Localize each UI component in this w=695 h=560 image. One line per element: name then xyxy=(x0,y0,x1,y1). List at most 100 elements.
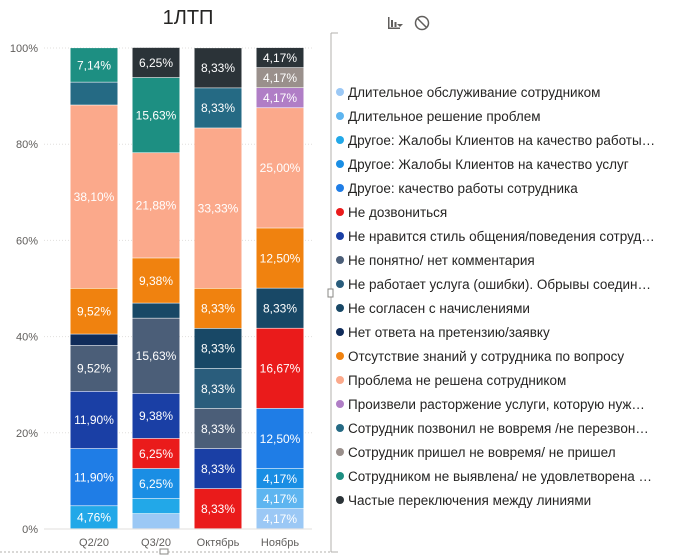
data-label: 4,17% xyxy=(263,512,297,526)
legend-label: Не согласен с начислениями xyxy=(348,301,530,316)
bar-segment[interactable] xyxy=(132,513,180,529)
bar-segment[interactable] xyxy=(256,468,304,489)
bar-segment[interactable] xyxy=(132,438,180,469)
legend-item[interactable]: Длительное решение проблем xyxy=(336,109,541,124)
legend-item[interactable]: Другое: Жалобы Клиентов на качество рабо… xyxy=(336,133,655,148)
legend-label: Другое: качество работы сотрудника xyxy=(348,181,578,196)
x-category-label: Q2/20 xyxy=(79,537,109,549)
legend-item[interactable]: Сотрудник позвонил не вовремя /не перезв… xyxy=(336,421,649,436)
data-label: 38,10% xyxy=(74,190,115,204)
drill-icon[interactable] xyxy=(388,17,403,29)
legend-item[interactable]: Не понятно/ нет комментария xyxy=(336,253,535,268)
data-label: 15,63% xyxy=(136,108,177,122)
legend-marker xyxy=(336,208,344,216)
data-label: 8,33% xyxy=(201,342,235,356)
bar-segment[interactable] xyxy=(132,303,180,318)
bar-segment[interactable] xyxy=(256,288,304,328)
data-label: 8,33% xyxy=(201,302,235,316)
bar-segment[interactable] xyxy=(256,88,304,108)
legend-label: Сотрудник пришел не вовремя/ не пришел xyxy=(348,445,616,460)
bar-segment[interactable] xyxy=(194,88,242,128)
bar-segment[interactable] xyxy=(70,506,118,529)
bar-segment[interactable] xyxy=(70,345,118,392)
bar-segment[interactable] xyxy=(132,318,180,394)
bar-segment[interactable] xyxy=(70,288,118,334)
legend-item[interactable]: Не согласен с начислениями xyxy=(336,301,530,316)
bar-segment[interactable] xyxy=(132,393,180,439)
legend-item[interactable]: Отсутствие знаний у сотрудника по вопрос… xyxy=(336,349,624,364)
data-label: 6,25% xyxy=(139,56,173,70)
resize-handle-bottom[interactable] xyxy=(159,548,169,555)
bar-segment[interactable] xyxy=(256,508,304,529)
legend-item[interactable]: Не нравится стиль общения/поведения сотр… xyxy=(336,229,655,244)
legend-item[interactable]: Произвели расторжение услуги, которую ну… xyxy=(336,397,645,412)
data-label: 12,50% xyxy=(260,432,301,446)
legend-marker xyxy=(336,256,344,264)
bar-segment[interactable] xyxy=(194,328,242,369)
bar-segment[interactable] xyxy=(132,498,180,514)
legend-marker xyxy=(336,400,344,408)
legend-label: Нет ответа на претензию/заявку xyxy=(348,325,550,340)
x-category-label: Q3/20 xyxy=(141,537,171,549)
bar-segment[interactable] xyxy=(132,153,180,258)
legend-item[interactable]: Частые переключения между линиями xyxy=(336,493,591,508)
data-label: 7,14% xyxy=(77,58,111,72)
bar-segment[interactable] xyxy=(256,67,304,88)
data-label: 8,33% xyxy=(201,502,235,516)
data-label: 9,52% xyxy=(77,362,111,376)
bar-segment[interactable] xyxy=(194,448,242,489)
bar-segment[interactable] xyxy=(194,368,242,409)
no-entry-icon[interactable] xyxy=(414,15,430,31)
bar-segment[interactable] xyxy=(256,328,304,409)
legend-item[interactable]: Сотрудником не выявлена/ не удовлетворен… xyxy=(336,469,652,484)
legend-label: Отсутствие знаний у сотрудника по вопрос… xyxy=(348,349,624,364)
bar-segment[interactable] xyxy=(132,47,180,78)
legend-item[interactable]: Проблема не решена сотрудником xyxy=(336,373,566,388)
data-label: 33,33% xyxy=(198,201,239,215)
legend-marker xyxy=(336,232,344,240)
bar-segment[interactable] xyxy=(194,48,242,88)
legend-item[interactable]: Не дозвониться xyxy=(336,205,447,220)
legend-item[interactable]: Сотрудник пришел не вовремя/ не пришел xyxy=(336,445,616,460)
legend-marker xyxy=(336,112,344,120)
bar-segment[interactable] xyxy=(70,448,118,506)
bar-segment[interactable] xyxy=(194,128,242,288)
bar-segment[interactable] xyxy=(70,105,118,288)
data-label: 4,17% xyxy=(263,71,297,85)
bar-segment[interactable] xyxy=(256,488,304,509)
legend-label: Сотрудником не выявлена/ не удовлетворен… xyxy=(348,469,652,484)
bar-segment[interactable] xyxy=(256,108,304,228)
bar-segment[interactable] xyxy=(70,334,118,346)
legend-item[interactable]: Другое: качество работы сотрудника xyxy=(336,181,578,196)
bar-segment[interactable] xyxy=(194,408,242,449)
bar-segment[interactable] xyxy=(256,47,304,68)
data-label: 8,33% xyxy=(201,422,235,436)
bar-segment[interactable] xyxy=(132,77,180,153)
legend-marker xyxy=(336,496,344,504)
legend-item[interactable]: Нет ответа на претензию/заявку xyxy=(336,325,550,340)
bar-segment[interactable] xyxy=(194,488,242,529)
legend-label: Сотрудник позвонил не вовремя /не перезв… xyxy=(348,421,649,436)
bar-segment[interactable] xyxy=(70,82,118,105)
resize-handle-left[interactable] xyxy=(327,288,334,298)
data-label: 8,33% xyxy=(201,61,235,75)
bar-segment[interactable] xyxy=(132,258,180,303)
bar-segment[interactable] xyxy=(70,391,118,449)
data-label: 4,76% xyxy=(77,511,111,525)
bar-segment[interactable] xyxy=(256,228,304,288)
bar-segment[interactable] xyxy=(256,408,304,469)
bar-segment[interactable] xyxy=(132,468,180,499)
bar-segment[interactable] xyxy=(70,48,118,82)
legend-item[interactable]: Длительное обслуживание сотрудником xyxy=(336,85,600,100)
legend-item[interactable]: Другое: Жалобы Клиентов на качество услу… xyxy=(336,157,629,172)
y-tick-label: 0% xyxy=(22,524,38,536)
legend-label: Длительное решение проблем xyxy=(348,109,541,124)
legend-label: Произвели расторжение услуги, которую ну… xyxy=(348,397,645,412)
data-label: 11,90% xyxy=(74,470,114,484)
legend-item[interactable]: Не работает услуга (ошибки). Обрывы соед… xyxy=(336,277,651,292)
chart-title: 1ЛТП xyxy=(163,7,214,29)
bar-segment[interactable] xyxy=(194,288,242,329)
legend-marker xyxy=(336,448,344,456)
legend-frame xyxy=(0,32,338,555)
legend-label: Не работает услуга (ошибки). Обрывы соед… xyxy=(348,277,651,292)
